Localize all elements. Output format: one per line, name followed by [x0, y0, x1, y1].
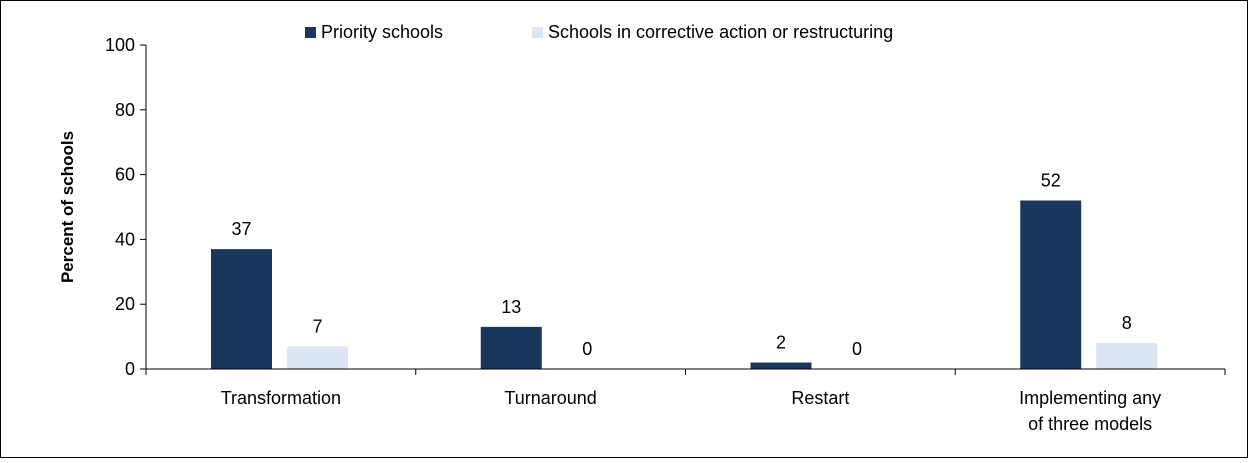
data-label: 0: [582, 339, 592, 359]
bar: [1020, 200, 1082, 369]
x-axis: Transformation Turnaround Restart Implement…: [145, 368, 1226, 434]
bar: [1096, 343, 1158, 369]
data-label: 37: [231, 219, 251, 239]
y-tick-label: 100: [105, 35, 135, 55]
legend: Priority schools Schools in corrective ac…: [305, 22, 893, 42]
y-tick-label: 0: [125, 359, 135, 379]
y-axis-title: Percent of schools: [58, 131, 77, 283]
y-tick-label: 80: [115, 100, 135, 120]
data-label: 2: [776, 333, 786, 353]
bar: [287, 346, 348, 369]
data-label: 8: [1122, 313, 1132, 333]
y-axis: 0 20 40 60 80 100: [105, 35, 147, 379]
category-label: Restart: [791, 388, 849, 408]
category-label: Transformation: [221, 388, 341, 408]
y-tick-label: 20: [115, 294, 135, 314]
category-label: Turnaround: [504, 388, 596, 408]
category-label: Implementing any of three models: [1019, 388, 1161, 434]
y-tick-label: 40: [115, 229, 135, 249]
y-tick-label: 60: [115, 165, 135, 185]
data-label: 0: [852, 339, 862, 359]
bar: [750, 362, 812, 369]
data-label: 13: [501, 297, 521, 317]
bars: 37 7 13 0 2 0 52 8: [211, 171, 1158, 369]
data-label: 52: [1041, 171, 1061, 191]
legend-label: Schools in corrective action or restruct…: [548, 22, 893, 42]
bar: [480, 326, 542, 369]
legend-swatch: [305, 27, 316, 38]
legend-swatch: [532, 27, 543, 38]
legend-label: Priority schools: [321, 22, 443, 42]
bar: [211, 249, 272, 369]
data-label: 7: [312, 316, 322, 336]
